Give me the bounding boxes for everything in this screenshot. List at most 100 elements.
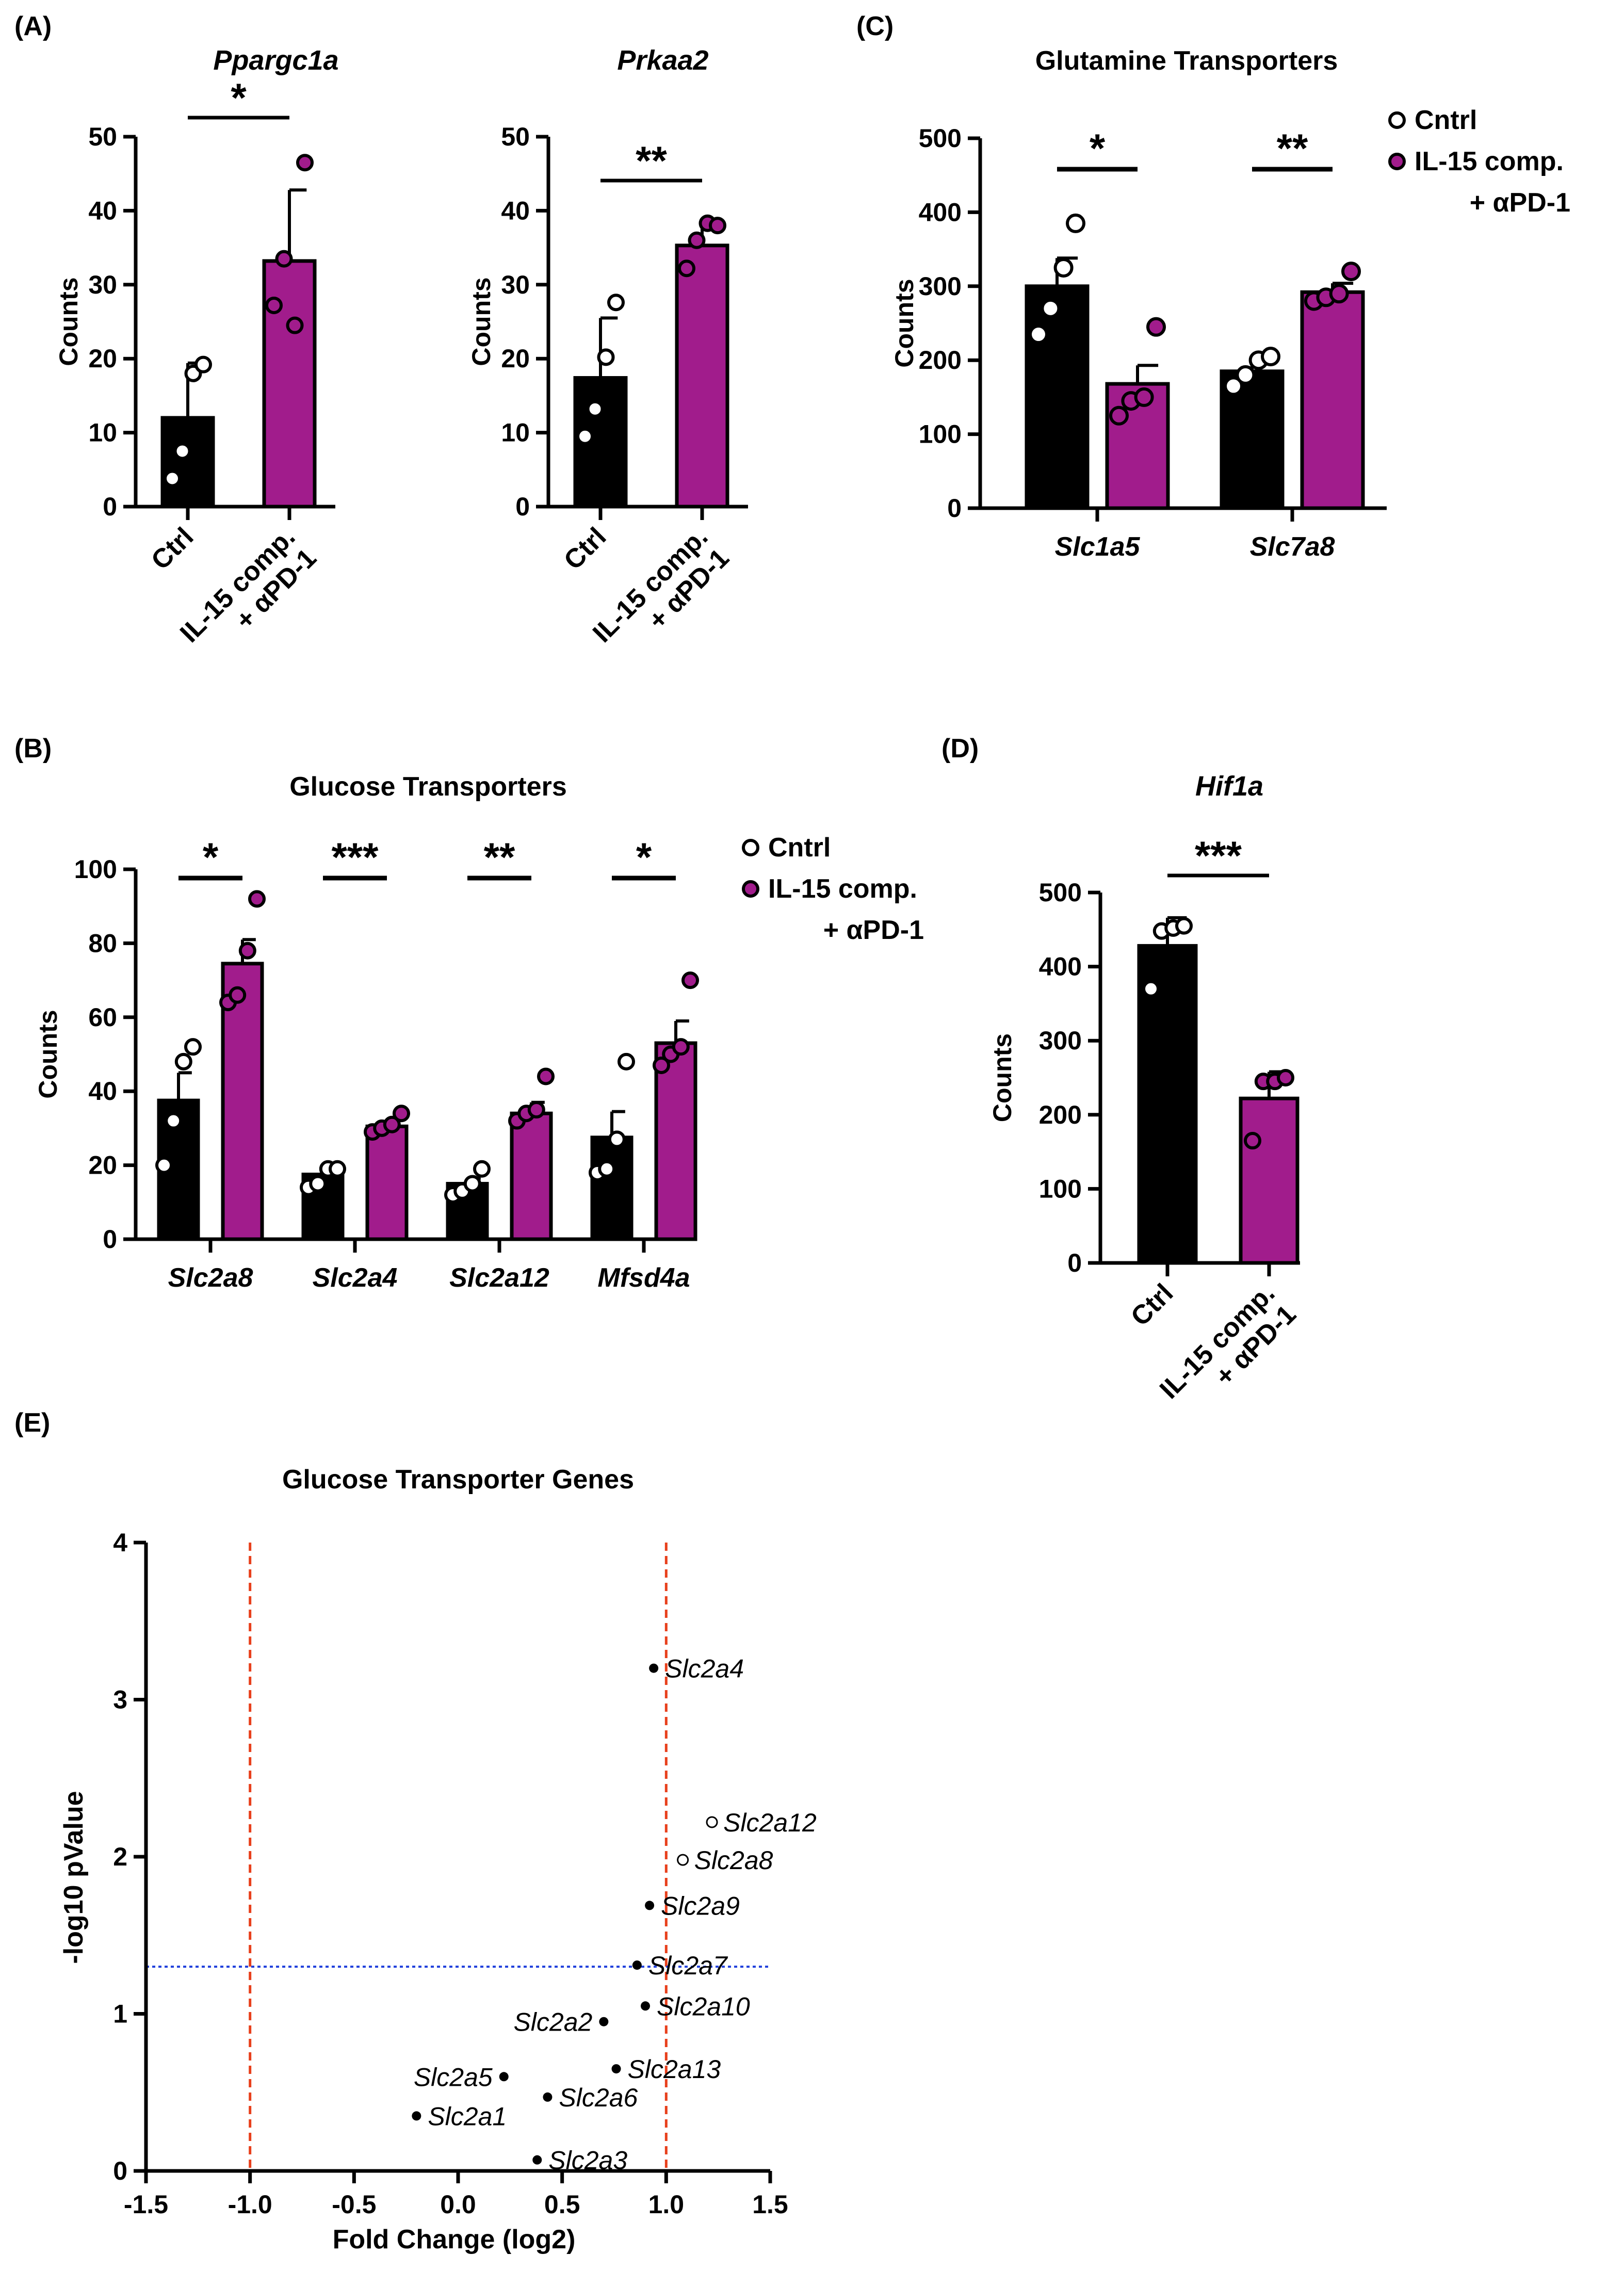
bar: [160, 416, 215, 509]
open-data-point: [1261, 347, 1280, 367]
y-tick-label: 3: [113, 1685, 127, 1714]
filled-data-point: [383, 1115, 401, 1133]
gene-label: Slc2a10: [657, 1992, 750, 2021]
legend-label: Cntrl: [1415, 105, 1477, 135]
y-tick-label: 20: [88, 1151, 117, 1180]
open-gene-point: [677, 1854, 689, 1866]
gene-point: [641, 2001, 650, 2011]
y-tick-label: 300: [1039, 1026, 1082, 1055]
gene-label: Slc2a7: [648, 1951, 728, 1980]
open-data-point: [1175, 917, 1193, 935]
x-tick-label: 1.5: [752, 2190, 788, 2219]
y-tick-label: 2: [113, 1842, 127, 1871]
filled-data-point: [393, 1105, 410, 1123]
panel-title: Glucose Transporter Genes: [282, 1465, 634, 1495]
significance-stars: **: [1277, 125, 1308, 171]
gene-label: Slc2a1: [428, 2102, 507, 2131]
gene-label: Slc2a6: [559, 2083, 638, 2112]
open-data-point: [598, 1160, 616, 1178]
y-axis-label: Counts: [467, 277, 496, 366]
legend-marker-open: [742, 839, 759, 856]
x-tick-label: -1.0: [228, 2190, 272, 2219]
legend-label: + αPD-1: [1470, 188, 1570, 218]
open-data-point: [155, 1156, 173, 1174]
panel-label: (B): [14, 734, 52, 764]
y-tick-label: 40: [88, 1077, 117, 1106]
open-data-point: [607, 294, 625, 312]
gene-point: [645, 1901, 655, 1910]
y-tick-label: 30: [501, 270, 530, 299]
gene-label: Slc2a3: [548, 2146, 627, 2175]
open-data-point: [608, 1130, 626, 1148]
gene-point: [611, 2064, 621, 2074]
legend-label: + αPD-1: [823, 915, 924, 945]
y-axis-label: Counts: [54, 277, 83, 366]
panel-label: (A): [14, 11, 52, 41]
bar: [675, 244, 729, 509]
significance-stars: **: [636, 138, 667, 183]
panel-D: (D)Hif1a0100200300400500CountsCtrlIL-15 …: [941, 734, 1302, 1405]
x-tick-label: 0.0: [440, 2190, 476, 2219]
y-tick-label: 0: [113, 2156, 127, 2185]
panel-title: Prkaa2: [617, 45, 708, 76]
bar: [1239, 1096, 1300, 1265]
filled-data-point: [1277, 1069, 1294, 1086]
y-tick-label: 100: [919, 420, 962, 449]
filled-data-point: [653, 1057, 670, 1075]
bar: [1025, 284, 1090, 510]
filled-data-point: [1109, 405, 1129, 426]
y-tick-label: 0: [103, 1225, 117, 1254]
open-data-point: [1224, 376, 1243, 396]
panel-label: (E): [14, 1408, 50, 1438]
y-tick-label: 400: [919, 198, 962, 226]
y-tick-label: 10: [501, 418, 530, 447]
open-data-point: [1066, 213, 1085, 233]
y-tick-label: 0: [1067, 1248, 1082, 1277]
open-gene-point: [706, 1816, 718, 1828]
open-data-point: [329, 1160, 346, 1178]
filled-data-point: [1329, 284, 1349, 304]
open-data-point: [174, 1052, 192, 1070]
panel-label: (D): [941, 734, 979, 764]
y-tick-label: 50: [88, 122, 117, 151]
y-tick-label: 40: [88, 196, 117, 225]
y-axis-label: Counts: [34, 1010, 62, 1098]
gene-point: [649, 1663, 659, 1673]
x-tick-label: -1.5: [124, 2190, 168, 2219]
panel-title: Ppargc1a: [213, 45, 338, 76]
filled-data-point: [688, 231, 706, 249]
y-tick-label: 100: [1039, 1174, 1082, 1203]
open-data-point: [164, 469, 181, 488]
panel-C: (C) Glutamine Transporters 0 100 200 300 400 50…: [856, 11, 1570, 562]
x-category-label: Slc7a8: [1250, 532, 1335, 562]
filled-data-point: [248, 890, 266, 908]
open-data-point: [463, 1175, 481, 1193]
gene-label: Slc2a2: [513, 2008, 592, 2037]
y-tick-label: 400: [1039, 952, 1082, 981]
gene-point: [532, 2155, 542, 2165]
open-data-point: [1236, 365, 1256, 385]
gene-label: Slc2a4: [665, 1654, 744, 1683]
legend-marker-open: [1388, 111, 1406, 129]
panel-title: Glucose Transporters: [289, 772, 567, 802]
y-tick-label: 4: [113, 1528, 127, 1557]
filled-data-point: [681, 971, 699, 989]
legend-marker-filled: [1388, 153, 1406, 170]
significance-stars: ***: [1195, 833, 1242, 878]
y-tick-label: 30: [88, 270, 117, 299]
y-tick-label: 0: [947, 494, 962, 523]
gene-point: [599, 2017, 609, 2026]
gene-point: [499, 2072, 509, 2082]
filled-data-point: [672, 1038, 690, 1056]
bar: [365, 1124, 409, 1241]
legend-label: IL-15 comp.: [1415, 147, 1564, 176]
y-tick-label: 500: [919, 124, 962, 153]
filled-data-point: [275, 250, 293, 268]
y-tick-label: 0: [515, 492, 530, 521]
x-category-label: Slc2a8: [168, 1263, 253, 1293]
filled-data-point: [1341, 262, 1361, 282]
gene-point: [543, 2092, 553, 2102]
